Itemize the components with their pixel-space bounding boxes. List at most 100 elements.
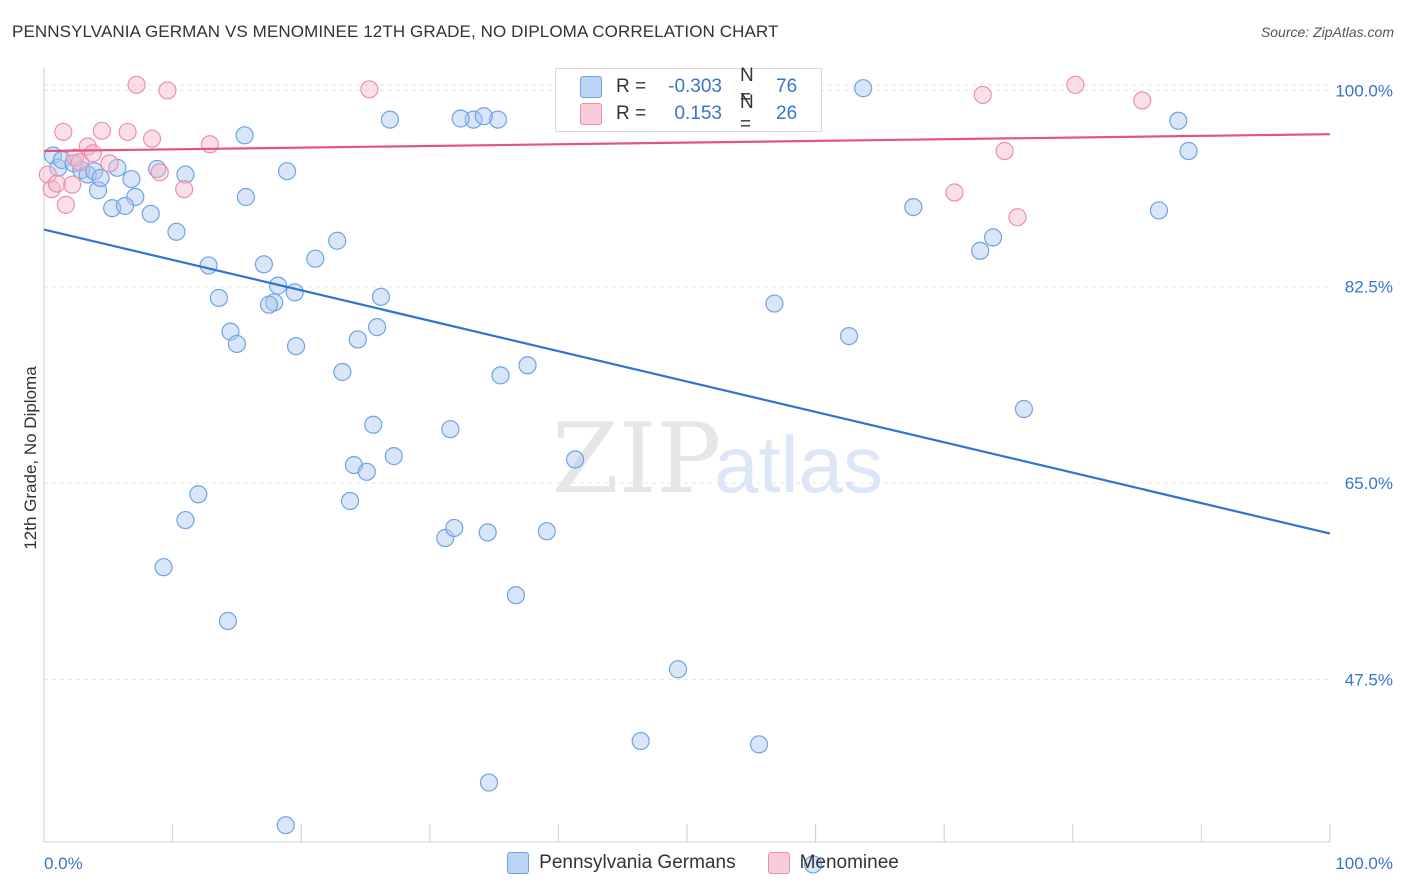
- data-point-pennsylvania-germans: [357, 462, 376, 481]
- x-tick-label: 100.0%: [1335, 854, 1393, 873]
- data-point-pennsylvania-germans: [491, 366, 510, 385]
- data-point-pennsylvania-germans: [983, 228, 1003, 247]
- data-point-pennsylvania-germans: [384, 447, 403, 466]
- data-point-menominee: [63, 175, 82, 194]
- data-point-pennsylvania-germans: [91, 168, 110, 188]
- data-point-pennsylvania-germans: [286, 337, 306, 356]
- data-point-pennsylvania-germans: [254, 255, 274, 274]
- x-tick-label: 0.0%: [44, 854, 83, 873]
- data-point-pennsylvania-germans: [904, 197, 923, 217]
- data-point-pennsylvania-germans: [154, 558, 173, 577]
- legend-row-menominee: R = 0.153 N = 26: [580, 92, 798, 135]
- data-point-pennsylvania-germans: [478, 523, 497, 542]
- data-point-pennsylvania-germans: [631, 731, 650, 751]
- r-label: R =: [616, 103, 647, 124]
- data-point-pennsylvania-germans: [259, 295, 279, 314]
- data-point-pennsylvania-germans: [474, 107, 493, 126]
- data-point-pennsylvania-germans: [803, 855, 823, 874]
- data-point-pennsylvania-germans: [176, 165, 195, 184]
- data-point-menominee: [142, 129, 162, 148]
- data-point-menominee: [1066, 75, 1085, 94]
- data-point-pennsylvania-germans: [277, 162, 297, 181]
- r-value: -0.303: [668, 76, 722, 97]
- tick-labels: 100.0% 82.5% 65.0% 47.5% 0.0% 100.0%: [44, 81, 1393, 873]
- data-point-menominee: [175, 180, 194, 199]
- data-point-pennsylvania-germans: [464, 110, 483, 129]
- data-point-menominee: [47, 174, 66, 193]
- data-point-pennsylvania-germans: [126, 187, 145, 207]
- data-point-menominee: [56, 195, 75, 214]
- data-point-pennsylvania-germans: [340, 491, 360, 511]
- data-point-pennsylvania-germans: [85, 162, 104, 181]
- data-point-pennsylvania-germans: [854, 79, 873, 98]
- data-point-pennsylvania-germans: [115, 196, 135, 216]
- legend-swatch-pink: [767, 852, 790, 874]
- data-point-pennsylvania-germans: [506, 586, 526, 605]
- data-point-pennsylvania-germans: [122, 169, 141, 189]
- data-point-pennsylvania-germans: [765, 294, 784, 313]
- legend-swatch-blue: [507, 852, 530, 874]
- legend-row-pennsylvania: R = -0.303 N = 76: [580, 65, 798, 108]
- legend-label: Pennsylvania Germans: [539, 852, 736, 873]
- data-point-pennsylvania-germans: [209, 288, 228, 308]
- data-point-menominee: [973, 85, 992, 105]
- data-point-menominee: [70, 153, 90, 172]
- y-tick-label: 47.5%: [1345, 670, 1393, 689]
- data-point-pennsylvania-germans: [1169, 111, 1188, 130]
- data-point-menominee: [127, 75, 146, 94]
- data-point-pennsylvania-germans: [189, 485, 208, 504]
- axes: [43, 68, 1331, 843]
- data-point-pennsylvania-germans: [488, 110, 508, 129]
- data-point-pennsylvania-germans: [235, 126, 254, 145]
- data-point-menominee: [150, 163, 169, 182]
- legend-swatch-blue: [580, 76, 602, 98]
- data-point-menominee: [995, 141, 1014, 161]
- data-point-pennsylvania-germans: [445, 518, 464, 538]
- stats-legend: R = -0.303 N = 76 R = 0.153 N = 26: [555, 65, 822, 135]
- legend-item-menominee[interactable]: Menominee: [767, 852, 899, 874]
- data-point-pennsylvania-germans: [348, 330, 367, 349]
- data-point-pennsylvania-germans: [566, 450, 585, 469]
- y-tick-label: 65.0%: [1345, 474, 1393, 493]
- watermark-atlas: atlas: [714, 420, 883, 509]
- n-label: N =: [740, 92, 754, 135]
- data-point-pennsylvania-germans: [1149, 201, 1169, 220]
- data-point-menominee: [83, 144, 102, 163]
- data-point-pennsylvania-germans: [839, 326, 859, 346]
- data-point-pennsylvania-germans: [199, 256, 218, 275]
- n-value: 26: [776, 103, 798, 124]
- data-point-pennsylvania-germans: [306, 249, 325, 268]
- data-point-pennsylvania-germans: [227, 334, 246, 354]
- data-point-pennsylvania-germans: [328, 231, 347, 250]
- data-point-pennsylvania-germans: [371, 287, 391, 306]
- source-label: Source: ZipAtlas.com: [1260, 24, 1394, 40]
- data-point-menominee: [42, 180, 61, 199]
- data-point-pennsylvania-germans: [176, 510, 195, 530]
- series-legend: Pennsylvania Germans Menominee: [0, 852, 1406, 874]
- legend-item-pennsylvania-germans[interactable]: Pennsylvania Germans: [507, 852, 736, 874]
- data-point-menominee: [158, 81, 177, 100]
- data-point-menominee: [360, 80, 379, 99]
- data-point-menominee: [54, 122, 73, 142]
- r-label: R =: [616, 76, 647, 97]
- data-point-menominee: [92, 121, 111, 140]
- r-value: 0.153: [674, 103, 722, 124]
- data-point-pennsylvania-germans: [451, 109, 470, 128]
- data-point-menominee: [1133, 91, 1152, 110]
- data-point-menominee: [100, 154, 119, 173]
- data-point-pennsylvania-germans: [380, 110, 400, 129]
- n-value: 76: [776, 76, 798, 97]
- data-point-pennsylvania-germans: [971, 241, 990, 260]
- data-point-menominee: [200, 135, 219, 154]
- data-point-menominee: [1008, 208, 1027, 227]
- trend-line-menominee: [43, 133, 1331, 153]
- data-point-pennsylvania-germans: [436, 528, 455, 548]
- data-point-menominee: [118, 122, 137, 142]
- data-point-pennsylvania-germans: [218, 611, 237, 631]
- y-tick-label: 100.0%: [1335, 81, 1393, 100]
- y-axis-label: 12th Grade, No Diploma: [21, 366, 40, 550]
- data-point-pennsylvania-germans: [148, 159, 167, 179]
- data-points: [38, 75, 1198, 874]
- trend-line-pennsylvania-germans: [43, 228, 1331, 535]
